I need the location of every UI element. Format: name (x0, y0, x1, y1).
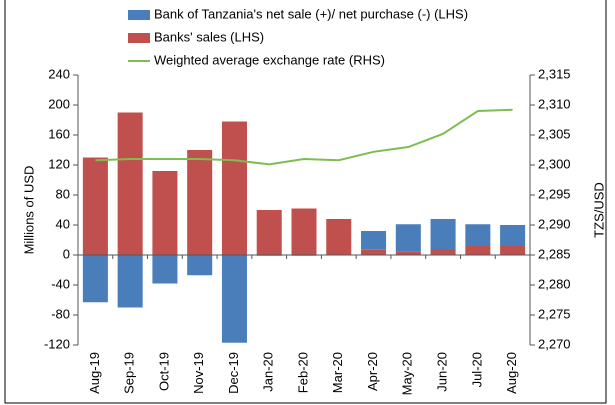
x-tick-label: Dec-19 (226, 352, 241, 394)
legend-swatch (128, 10, 150, 20)
bar (361, 231, 387, 250)
x-tick-label: May-20 (400, 352, 415, 395)
bar (326, 219, 352, 255)
bar (256, 210, 282, 255)
x-tick-label: Oct-19 (156, 352, 171, 391)
y-tick-label: -120 (44, 336, 70, 351)
y-tick-label: -40 (51, 276, 70, 291)
bar (221, 121, 247, 255)
y-tick-label: 160 (48, 126, 70, 141)
bar (117, 112, 143, 255)
bar (465, 246, 491, 255)
line (95, 108, 513, 166)
y2-tick-label: 2,300 (538, 156, 571, 171)
bar (187, 150, 213, 255)
legend-swatch (128, 33, 150, 43)
bar (82, 157, 108, 255)
x-tick-label: Mar-20 (330, 352, 345, 393)
y-tick-label: 40 (56, 216, 70, 231)
bar (117, 255, 143, 308)
x-tick-label: Aug-19 (87, 352, 102, 394)
x-tick-label: Jul-20 (469, 352, 484, 387)
y-tick-label: 240 (48, 66, 70, 81)
x-tick-label: Jan-20 (261, 352, 276, 392)
chart-border (4, 0, 607, 404)
legend-label: Banks' sales (LHS) (154, 29, 264, 44)
legend-label: Weighted average exchange rate (RHS) (154, 52, 385, 67)
y2-tick-label: 2,275 (538, 306, 571, 321)
legend-label: Bank of Tanzania's net sale (+)/ net pur… (154, 6, 468, 21)
bar (152, 255, 178, 284)
y-tick-label: 80 (56, 186, 70, 201)
y2-tick-label: 2,290 (538, 216, 571, 231)
bar (187, 255, 213, 276)
bar (361, 249, 387, 255)
x-tick-label: Nov-19 (191, 352, 206, 394)
bar (465, 224, 491, 246)
x-tick-label: Feb-20 (295, 352, 310, 393)
bar (152, 171, 178, 255)
bar (291, 208, 317, 255)
bar (395, 224, 421, 252)
y2-tick-label: 2,315 (538, 66, 571, 81)
y2-tick-label: 2,305 (538, 126, 571, 141)
y2-tick-label: 2,310 (538, 96, 571, 111)
bar (500, 246, 526, 255)
x-tick-label: Sep-19 (122, 352, 137, 394)
y-tick-label: 0 (63, 246, 70, 261)
bar (82, 255, 108, 303)
y2-tick-label: 2,270 (538, 336, 571, 351)
y2-tick-label: 2,280 (538, 276, 571, 291)
y2-axis-label: TZS/USD (591, 182, 606, 238)
bar (221, 255, 247, 343)
y-tick-label: 200 (48, 96, 70, 111)
x-tick-label: Apr-20 (365, 352, 380, 391)
y-tick-label: -80 (51, 306, 70, 321)
bar (500, 225, 526, 246)
y2-tick-label: 2,295 (538, 186, 571, 201)
y-tick-label: 120 (48, 156, 70, 171)
x-tick-label: Aug-20 (504, 352, 519, 394)
y2-tick-label: 2,285 (538, 246, 571, 261)
y-axis-label: Millions of USD (21, 166, 36, 255)
bar (395, 251, 421, 255)
bar (430, 249, 456, 255)
bar (430, 219, 456, 249)
x-tick-label: Jun-20 (435, 352, 450, 392)
